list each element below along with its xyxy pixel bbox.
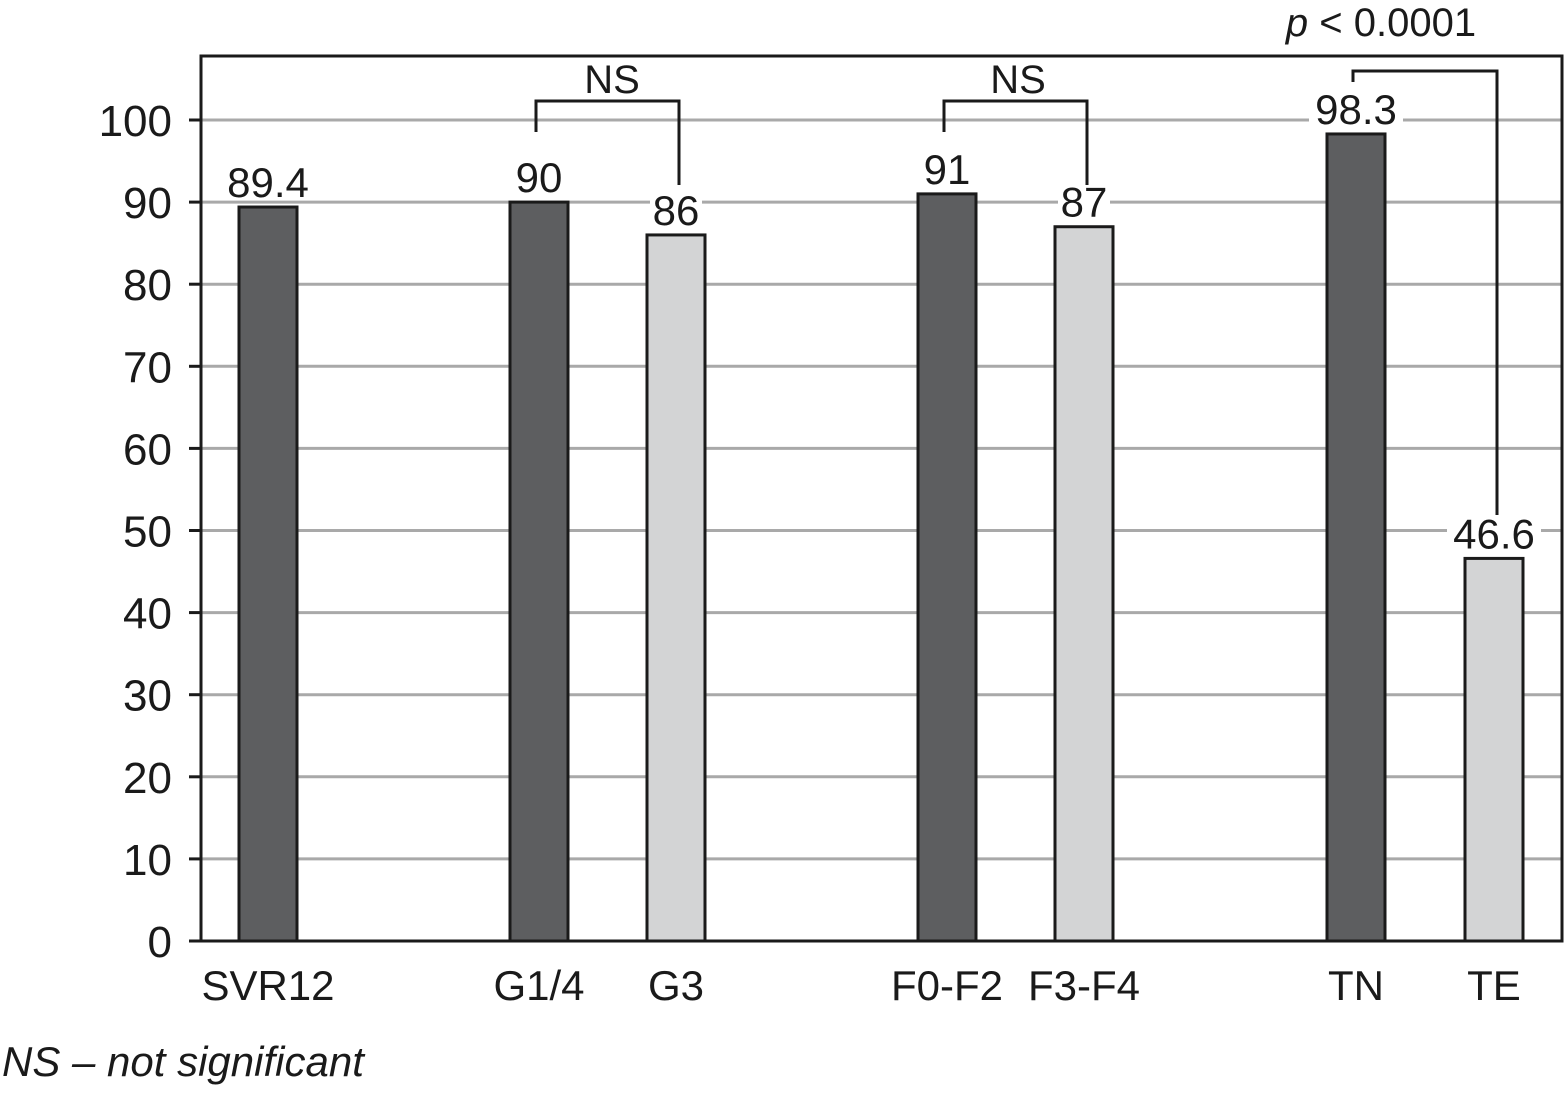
value-labels: 89.4 90 86 91 87 98.3 46.6 (221, 86, 1541, 557)
category-label: TN (1328, 962, 1384, 1009)
y-tick-label: 60 (123, 425, 172, 474)
bars (237, 132, 1525, 943)
category-label: TE (1467, 962, 1521, 1009)
y-axis-ticks: 0 10 20 30 40 50 60 70 80 90 100 (99, 97, 172, 967)
y-axis-tick-marks (189, 118, 201, 943)
y-tick-label: 80 (123, 261, 172, 310)
category-labels: SVR12 G1/4 G3 F0-F2 F3-F4 TN TE (201, 962, 1520, 1009)
bar (508, 200, 570, 943)
category-label: G1/4 (493, 962, 584, 1009)
y-tick-label: 10 (123, 836, 172, 885)
bar (916, 192, 978, 943)
value-label-background (1058, 182, 1110, 219)
plot-frame (199, 54, 1564, 943)
value-label-background (921, 149, 973, 186)
p-value-threshold: < 0.0001 (1308, 1, 1476, 45)
y-tick-label: 90 (123, 179, 172, 228)
y-tick-label: 100 (99, 97, 172, 146)
y-tick-label: 50 (123, 508, 172, 557)
value-label: 90 (516, 154, 563, 201)
p-value-symbol: p (1285, 1, 1308, 45)
value-label-background (221, 163, 315, 200)
value-label-background (650, 190, 702, 227)
category-label: SVR12 (201, 962, 334, 1009)
y-tick-label: 30 (123, 672, 172, 721)
significance-label: NS (990, 58, 1046, 102)
category-label: F3-F4 (1028, 962, 1140, 1009)
value-label-background (1309, 89, 1403, 126)
significance-label: p < 0.0001 (1285, 1, 1476, 45)
bar (1325, 132, 1387, 943)
bar (645, 233, 707, 943)
significance-bracket (1351, 69, 1499, 515)
significance-label: NS (584, 58, 640, 102)
value-label: 86 (653, 187, 700, 234)
y-tick-label: 70 (123, 343, 172, 392)
value-label: 87 (1061, 179, 1108, 226)
category-label: F0-F2 (891, 962, 1003, 1009)
value-label-background (513, 158, 565, 195)
y-tick-label: 40 (123, 590, 172, 639)
significance-brackets: NS NS p < 0.0001 (534, 1, 1499, 515)
value-label-background (1447, 514, 1541, 551)
value-label: 91 (924, 146, 971, 193)
value-label: 89.4 (227, 159, 309, 206)
value-label: 98.3 (1315, 86, 1397, 133)
y-tick-label: 20 (123, 754, 172, 803)
value-label: 46.6 (1453, 510, 1535, 557)
significance-bracket (942, 99, 1089, 185)
y-tick-label: 0 (148, 918, 172, 967)
bar (237, 205, 299, 943)
bar (1463, 556, 1525, 943)
category-label: G3 (648, 962, 704, 1009)
significance-bracket (534, 99, 681, 185)
bar (1053, 225, 1115, 943)
footnote: NS – not significant (2, 1038, 364, 1085)
